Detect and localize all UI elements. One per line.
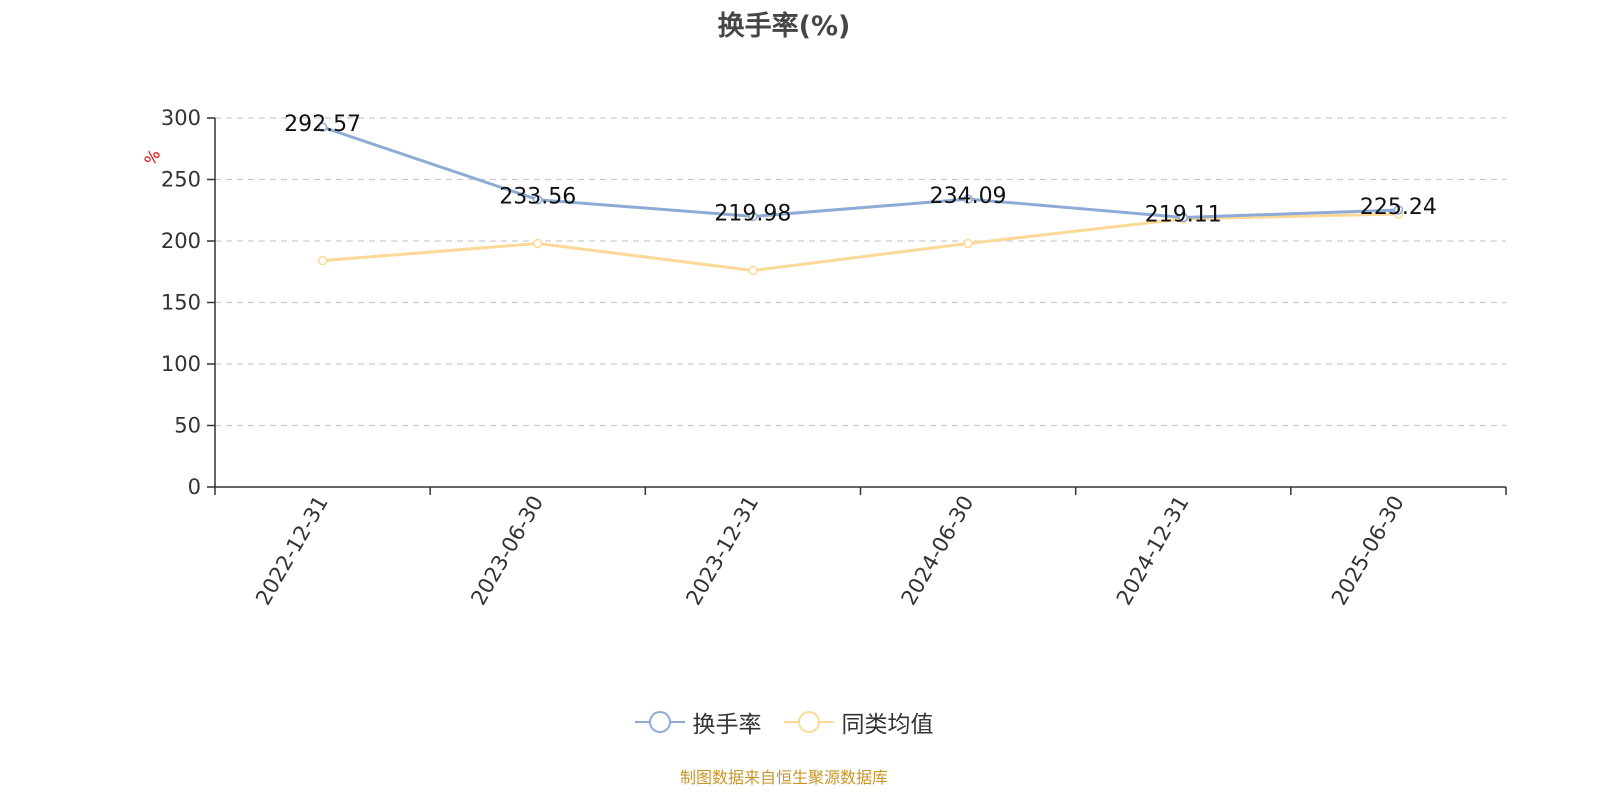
peer-average-point: [748, 265, 758, 276]
x-tick-label: 2024-12-31: [1112, 492, 1194, 610]
turnover-point: [533, 194, 543, 205]
peer-average-point: [533, 238, 543, 249]
y-tick-label: 200: [161, 229, 201, 253]
legend-item-turnover[interactable]: 换手率: [634, 705, 762, 739]
turnover-data-label: 225.24: [1360, 195, 1437, 220]
turnover-point: [748, 211, 758, 222]
legend-peer-marker-icon: [783, 711, 834, 733]
turnover-data-label: 292.57: [284, 112, 361, 137]
x-tick-label: 2022-12-31: [251, 492, 333, 610]
y-tick-label: 50: [174, 414, 201, 438]
y-tick-label: 250: [161, 168, 201, 192]
grid-layer: [215, 117, 1506, 427]
peer-average-point: [963, 238, 973, 249]
turnover-point: [963, 194, 973, 204]
turnover-point: [1178, 212, 1188, 223]
x-tick-label: 2024-06-30: [897, 492, 979, 610]
label-layer: 292.57 233.56 219.98 234.09 219.11 225.24: [284, 112, 1437, 227]
legend-label-turnover: 换手率: [692, 712, 762, 738]
turnover-data-label: 233.56: [499, 185, 576, 210]
legend-label-peer-average: 同类均值: [841, 712, 934, 738]
turnover-point: [317, 122, 328, 132]
y-tick-label: 0: [188, 475, 201, 499]
legend-item-peer-average[interactable]: 同类均值: [783, 705, 934, 739]
x-tick-label: 2023-12-31: [681, 492, 763, 610]
turnover-data-label: 234.09: [930, 184, 1007, 209]
axis-layer: 0 50 100 150 200 250 300% 2022-12-31 2023-06-30 2…: [140, 106, 1507, 610]
y-tick-label: 100: [161, 352, 201, 376]
peer-average-point: [317, 255, 328, 266]
x-tick-label: 2023-06-30: [466, 492, 548, 610]
x-tick-label: 2025-06-30: [1327, 492, 1409, 610]
source-note: 制图数据来自恒生聚源数据库: [679, 768, 888, 787]
turnover-line: [322, 125, 1399, 219]
series-layer: [317, 122, 1404, 276]
y-axis-label: %: [140, 146, 164, 169]
y-tick-label: 150: [161, 291, 201, 315]
legend: 换手率 同类均值: [0, 705, 1568, 739]
turnover-data-label: 219.98: [714, 201, 791, 226]
peer-average-line: [322, 212, 1399, 273]
turnover-data-label: 219.11: [1145, 202, 1222, 227]
turnover-point: [1393, 205, 1404, 215]
y-tick-label: 300: [161, 106, 201, 130]
chart-title: 换手率(%): [717, 11, 851, 42]
legend-turnover-marker-icon: [634, 711, 685, 733]
